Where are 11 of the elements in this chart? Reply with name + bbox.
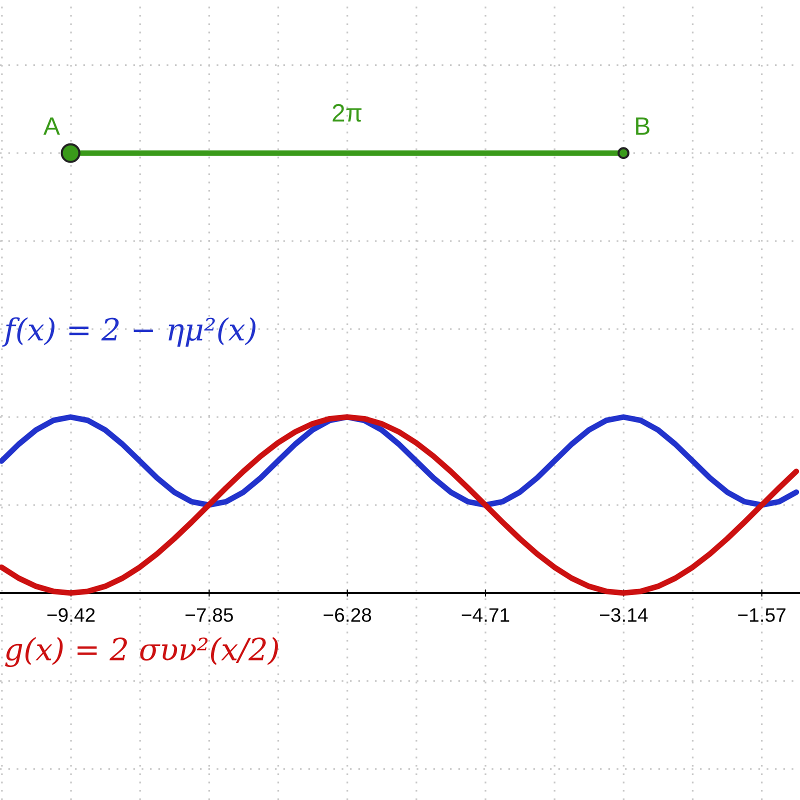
text: f(x) = 2 − ημ²(x) <box>2 317 256 347</box>
x-tick-label: −1.57 <box>738 608 786 622</box>
x-tick-label: −6.28 <box>324 608 372 622</box>
x-tick-label: −7.85 <box>186 608 233 622</box>
x-tick-label: −9.42 <box>47 608 95 622</box>
x-tick-label: −3.14 <box>600 608 648 622</box>
text: 2π <box>332 104 362 122</box>
text: A <box>43 118 60 135</box>
text: B <box>636 118 650 135</box>
x-tick-label: −4.71 <box>462 608 510 622</box>
series-label: g(x) = 2 συν²(x/2) <box>5 636 278 668</box>
